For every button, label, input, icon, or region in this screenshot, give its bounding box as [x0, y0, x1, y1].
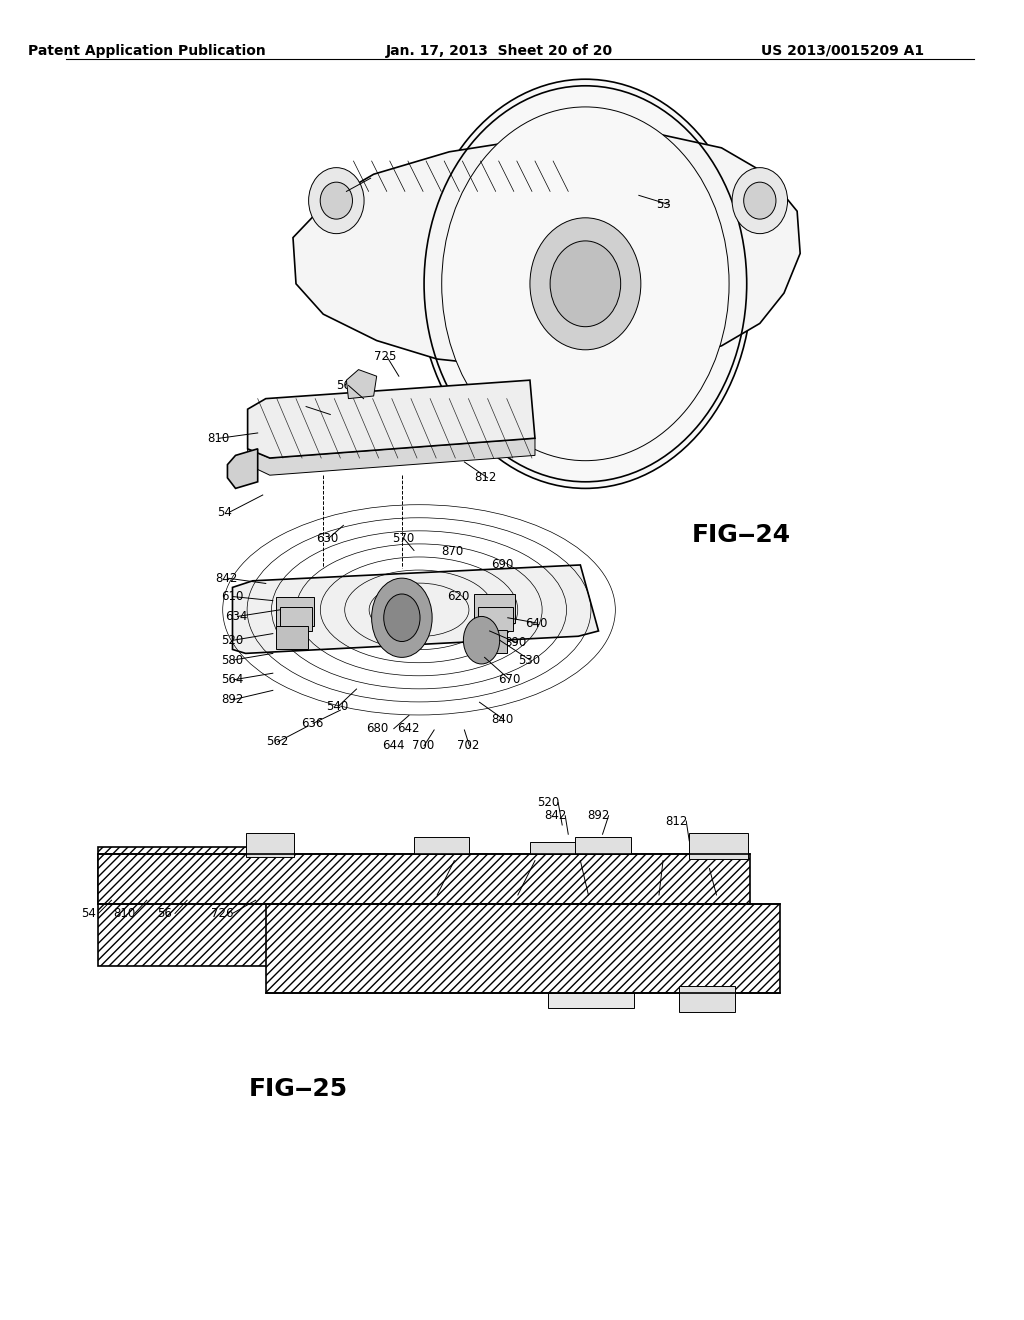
Circle shape: [384, 594, 420, 642]
Bar: [414, 837, 469, 854]
Text: 842: 842: [215, 572, 238, 585]
Bar: [474, 594, 515, 623]
Polygon shape: [248, 380, 535, 458]
Text: 56: 56: [336, 379, 351, 392]
Bar: [280, 607, 312, 631]
Ellipse shape: [515, 198, 656, 370]
Circle shape: [464, 616, 500, 664]
Text: 726: 726: [211, 907, 233, 920]
Text: 56: 56: [158, 907, 172, 920]
Text: 670: 670: [498, 673, 520, 686]
Text: 812: 812: [474, 471, 497, 484]
Text: 870: 870: [638, 888, 660, 902]
Text: 520: 520: [221, 634, 244, 647]
Text: 725: 725: [374, 350, 396, 363]
Text: 690: 690: [492, 558, 514, 572]
Text: 812: 812: [665, 814, 687, 828]
Text: 580: 580: [221, 653, 244, 667]
Text: 680: 680: [367, 722, 389, 735]
Text: 890: 890: [567, 888, 590, 902]
Text: 620: 620: [447, 590, 470, 603]
Text: 700: 700: [412, 739, 434, 752]
Ellipse shape: [743, 182, 776, 219]
Text: 840: 840: [416, 888, 438, 902]
Text: 810: 810: [207, 432, 229, 445]
Circle shape: [372, 578, 432, 657]
Text: 520: 520: [537, 796, 559, 809]
Bar: [246, 833, 294, 857]
Bar: [477, 607, 513, 631]
Text: 810: 810: [114, 907, 136, 920]
Text: 636: 636: [301, 717, 324, 730]
Bar: [275, 626, 308, 649]
Text: 640: 640: [525, 616, 547, 630]
Text: 530: 530: [497, 888, 519, 902]
Text: 870: 870: [441, 545, 464, 558]
Bar: [98, 854, 750, 904]
Bar: [530, 842, 579, 854]
Text: 610: 610: [221, 590, 244, 603]
Text: 726: 726: [293, 400, 315, 413]
Text: US 2013/0015209 A1: US 2013/0015209 A1: [761, 44, 924, 58]
Ellipse shape: [530, 218, 641, 350]
Text: 560: 560: [377, 590, 399, 603]
Text: 890: 890: [505, 636, 527, 649]
Ellipse shape: [732, 168, 787, 234]
Ellipse shape: [308, 168, 365, 234]
Text: 842: 842: [544, 809, 566, 822]
Text: 570: 570: [392, 532, 414, 545]
Text: 840: 840: [492, 713, 514, 726]
Bar: [275, 597, 314, 626]
Text: FIG‒24: FIG‒24: [692, 523, 792, 546]
Text: 562: 562: [266, 735, 288, 748]
Polygon shape: [227, 449, 258, 488]
Ellipse shape: [419, 79, 752, 488]
Bar: [548, 993, 634, 1008]
Ellipse shape: [321, 182, 352, 219]
Text: 53: 53: [656, 198, 671, 211]
Text: 52: 52: [334, 185, 348, 198]
Text: 702: 702: [458, 739, 479, 752]
Text: Patent Application Publication: Patent Application Publication: [28, 44, 265, 58]
Text: 725: 725: [695, 888, 718, 902]
Text: 642: 642: [397, 722, 420, 735]
Text: Jan. 17, 2013  Sheet 20 of 20: Jan. 17, 2013 Sheet 20 of 20: [386, 44, 613, 58]
Text: 540: 540: [327, 700, 348, 713]
Ellipse shape: [550, 240, 621, 326]
Text: 634: 634: [225, 610, 248, 623]
Bar: [266, 904, 780, 993]
Text: 892: 892: [221, 693, 244, 706]
Bar: [689, 833, 748, 859]
Text: 54: 54: [217, 506, 232, 519]
Polygon shape: [248, 438, 535, 475]
Text: 630: 630: [316, 532, 338, 545]
Bar: [575, 837, 631, 854]
Ellipse shape: [441, 107, 729, 461]
Bar: [679, 986, 734, 1012]
Polygon shape: [293, 132, 800, 367]
Text: FIG‒25: FIG‒25: [249, 1077, 347, 1101]
Text: 644: 644: [382, 739, 404, 752]
Polygon shape: [346, 370, 377, 399]
Polygon shape: [232, 565, 598, 653]
Text: 54: 54: [81, 907, 95, 920]
Bar: [98, 847, 268, 966]
Bar: [474, 630, 507, 653]
Text: 530: 530: [518, 653, 540, 667]
Text: 564: 564: [221, 673, 244, 686]
Text: 892: 892: [588, 809, 609, 822]
